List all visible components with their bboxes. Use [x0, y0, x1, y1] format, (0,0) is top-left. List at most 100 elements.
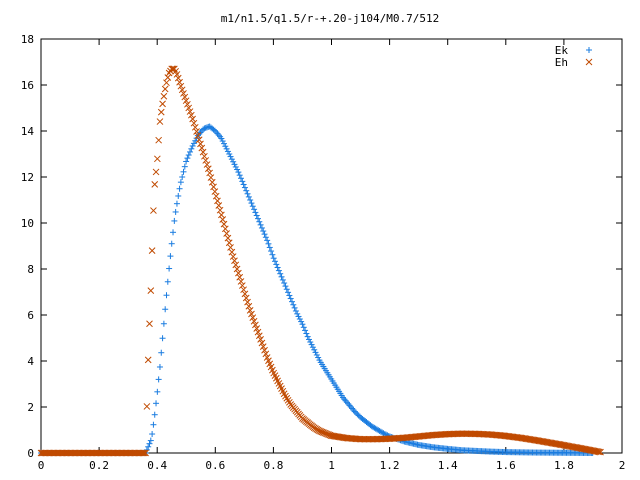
- x-tick-label: 2: [619, 459, 626, 472]
- data-point: [265, 240, 272, 247]
- data-point: [244, 298, 251, 306]
- x-tick-label: 1.6: [496, 459, 516, 472]
- data-point: [248, 310, 255, 318]
- data-point: [260, 228, 267, 235]
- data-point: [198, 144, 206, 152]
- data-point: [347, 403, 354, 410]
- data-point: [243, 187, 250, 194]
- data-point: [157, 108, 165, 116]
- data-point: [161, 85, 169, 93]
- data-point: [343, 399, 350, 406]
- data-point: [186, 108, 194, 115]
- data-point: [160, 92, 168, 100]
- axes: 0 0.2 0.4 0.6 0.8 1 1.2 1.4 1.6 1.8 2 0 2 4 6 8 10 12 14 16…: [21, 33, 626, 472]
- data-point: [342, 397, 349, 404]
- data-point: [222, 143, 229, 150]
- data-point: [151, 181, 159, 188]
- data-point: [291, 304, 298, 311]
- data-point: [181, 163, 188, 170]
- data-point: [305, 336, 312, 343]
- data-point: [178, 86, 186, 94]
- y-tick-label: 14: [21, 125, 35, 138]
- data-point: [269, 251, 276, 258]
- data-point: [190, 119, 198, 127]
- data-point: [595, 448, 603, 456]
- data-point: [253, 325, 261, 332]
- data-point: [155, 136, 163, 144]
- data-point: [204, 165, 212, 173]
- data-point: [177, 179, 184, 186]
- series-layer: [37, 65, 604, 457]
- data-point: [242, 294, 250, 302]
- data-point: [271, 258, 278, 265]
- data-point: [353, 409, 360, 416]
- data-point: [143, 403, 151, 410]
- y-tick-label: 0: [27, 447, 34, 460]
- data-point: [139, 449, 147, 457]
- data-point: [167, 253, 174, 260]
- data-point: [211, 188, 219, 195]
- y-tick-label: 18: [21, 33, 34, 46]
- data-point: [224, 234, 232, 242]
- data-point: [258, 339, 266, 347]
- data-point: [252, 321, 259, 329]
- data-point: [268, 248, 275, 255]
- y-tick-label: 6: [27, 309, 34, 322]
- data-point: [277, 270, 284, 277]
- data-point: [307, 339, 314, 346]
- data-point: [202, 124, 209, 131]
- data-point: [261, 231, 268, 238]
- legend-marker: [586, 47, 592, 53]
- y-tick-label: 12: [21, 171, 34, 184]
- data-point: [181, 93, 189, 101]
- data-point: [303, 330, 310, 337]
- data-point: [244, 190, 251, 197]
- data-point: [231, 161, 238, 168]
- data-point: [259, 343, 267, 350]
- data-point: [236, 273, 244, 281]
- y-tick-label: 16: [21, 79, 34, 92]
- data-point: [288, 298, 295, 305]
- data-point: [164, 278, 171, 285]
- data-point: [349, 405, 356, 412]
- data-point: [312, 349, 319, 356]
- data-point: [266, 244, 273, 251]
- data-point: [170, 229, 177, 236]
- data-point: [232, 163, 239, 170]
- data-point: [173, 200, 180, 207]
- data-point: [184, 100, 191, 108]
- x-tick-label: 0.6: [205, 459, 225, 472]
- data-point: [255, 215, 262, 222]
- data-point: [278, 273, 285, 280]
- data-point: [234, 166, 241, 173]
- data-point: [194, 132, 202, 139]
- data-point: [299, 321, 306, 328]
- data-point: [235, 169, 242, 176]
- data-point: [379, 429, 386, 436]
- data-point: [315, 354, 322, 361]
- data-point: [229, 253, 237, 260]
- data-point: [230, 158, 237, 165]
- data-point: [275, 267, 282, 274]
- data-point: [168, 65, 176, 73]
- data-point: [168, 240, 175, 247]
- data-point: [240, 181, 247, 188]
- data-point: [199, 148, 207, 156]
- data-point: [216, 206, 224, 214]
- data-point: [221, 140, 228, 147]
- data-point: [273, 261, 280, 268]
- data-point: [153, 400, 160, 407]
- data-point: [283, 286, 290, 293]
- data-point: [279, 276, 286, 283]
- data-point: [214, 130, 221, 137]
- data-point: [171, 217, 178, 224]
- data-point: [304, 333, 311, 340]
- data-point: [159, 335, 166, 342]
- data-point: [147, 287, 155, 294]
- data-point: [174, 74, 182, 82]
- data-point: [180, 90, 187, 97]
- data-point: [254, 328, 262, 336]
- data-point: [218, 135, 225, 142]
- data-point: [210, 183, 217, 191]
- chart-title: m1/n1.5/q1.5/r-+.20-j104/M0.7/512: [221, 12, 440, 25]
